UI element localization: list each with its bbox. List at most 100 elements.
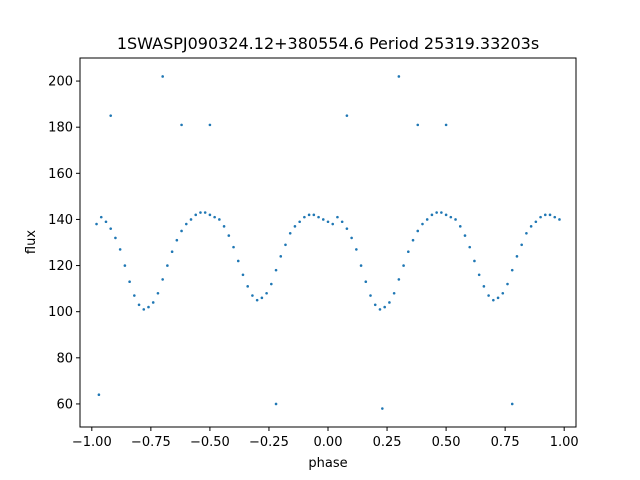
x-tick-label: −0.75 [131,435,171,450]
data-point [307,213,311,217]
y-tick-label: 120 [48,259,73,274]
data-point [312,213,316,217]
data-point [175,238,179,242]
data-point [128,280,131,284]
data-point [402,264,405,267]
data-point [331,222,335,226]
data-point [515,255,519,258]
data-point [336,215,339,219]
data-point [440,211,443,214]
y-axis-label: flux [24,230,39,254]
data-point [118,248,122,251]
data-point [359,264,363,267]
data-point [487,294,490,297]
data-point [407,250,410,254]
data-point [468,245,472,249]
plot-frame [79,57,577,428]
data-point [392,291,396,295]
data-point [369,294,372,297]
data-points [95,75,561,410]
x-tick-label: 0.75 [491,435,520,450]
data-point [383,305,386,309]
x-tick-label: 0.50 [432,435,461,450]
data-point [133,294,136,297]
data-point [279,255,283,258]
data-point [364,280,368,284]
data-point [218,218,221,221]
data-point [548,213,552,217]
data-point [284,243,287,247]
data-point [260,296,264,300]
data-point [251,294,254,297]
data-point [529,225,533,228]
data-point [246,285,249,288]
data-point [265,291,268,295]
data-point [345,227,349,230]
data-point [99,215,103,219]
data-point [303,215,306,219]
data-point [355,248,358,251]
data-point [510,268,514,272]
data-point [373,303,377,307]
data-point [227,234,231,237]
y-tick-label: 60 [56,397,73,412]
data-point [496,296,500,300]
data-point [477,273,481,277]
x-tick-label: 0.25 [373,435,402,450]
x-tick-label: −1.00 [72,435,112,450]
data-point [381,407,384,410]
data-point [274,402,278,406]
data-point [473,259,476,263]
data-point [298,220,301,224]
data-point [156,291,160,295]
data-point [232,245,235,249]
data-point [147,305,150,309]
data-point [203,211,207,214]
data-point [208,213,212,217]
data-point [449,215,453,219]
data-point [180,229,183,233]
data-point [454,218,457,221]
data-point [213,215,216,219]
data-point [170,250,174,254]
data-point [458,225,462,228]
data-point [142,308,146,311]
x-tick-label: 1.00 [550,435,579,450]
chart-title: 1SWASPJ090324.12+380554.6 Period 25319.3… [117,34,539,53]
data-point [553,215,557,219]
data-point [255,298,259,302]
data-point [95,222,98,226]
data-point [161,278,164,281]
data-point [397,75,401,78]
data-point [510,402,514,406]
data-point [525,231,528,235]
x-tick-label: −0.50 [190,435,230,450]
data-point [416,229,420,233]
data-point [109,114,113,117]
data-point [340,220,344,224]
data-point [378,308,382,311]
data-point [534,220,538,224]
x-axis-label: phase [308,456,347,471]
data-point [543,213,547,217]
data-point [166,264,169,267]
data-point [222,225,226,228]
data-point [161,75,164,78]
data-point [345,114,349,117]
data-point [97,393,101,397]
data-point [411,238,415,242]
data-point [274,268,278,272]
data-point [435,211,438,214]
y-tick-label: 200 [48,75,73,90]
y-tick-label: 180 [48,121,73,136]
data-point [236,259,240,263]
data-point [123,264,127,267]
data-point [444,213,448,217]
data-point [199,211,202,214]
data-point [558,218,561,221]
data-point [184,222,188,226]
data-point [326,220,330,224]
y-tick-label: 80 [56,351,73,366]
y-tick-label: 140 [48,213,73,228]
data-point [241,273,245,277]
